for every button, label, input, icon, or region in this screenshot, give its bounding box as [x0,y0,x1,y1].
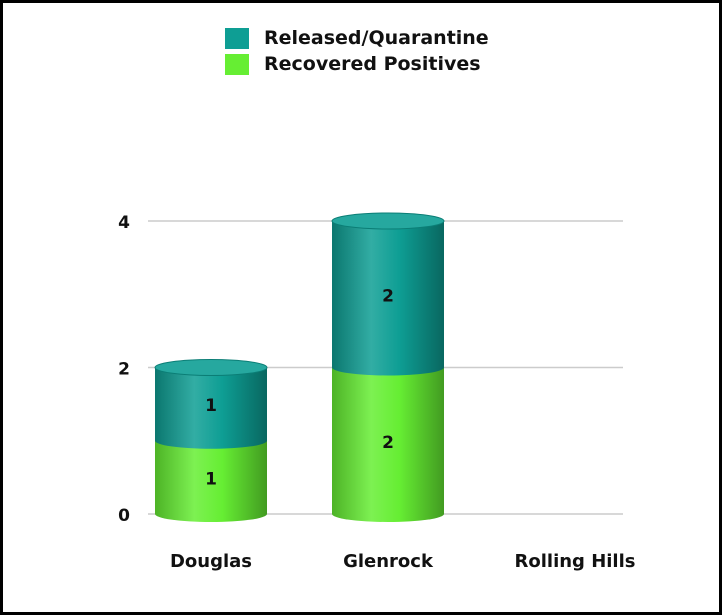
y-tick-label-4: 4 [118,213,130,233]
bar-douglas-released-quarantine [155,367,267,449]
x-tick-label-douglas: Douglas [170,551,252,572]
data-label-glenrock-recovered-positives: 2 [382,433,394,453]
bar-douglas-released-quarantine-top [154,359,268,376]
bar-douglas-recovered-positives [155,440,267,522]
legend-label-recovered-positives: Recovered Positives [264,53,481,75]
data-label-glenrock-released-quarantine: 2 [382,286,394,306]
legend-label-released-quarantine: Released/Quarantine [264,27,489,49]
legend-item-recovered-positives: Recovered Positives [225,51,489,77]
bar-glenrock-released-quarantine [332,221,444,376]
legend-swatch-released-quarantine [225,27,249,49]
legend-swatch-recovered-positives [225,53,249,75]
y-tick-label-2: 2 [118,360,130,380]
bar-glenrock-released-quarantine-top [331,212,445,230]
data-label-douglas-recovered-positives: 1 [205,469,217,489]
x-tick-label-rolling-hills: Rolling Hills [515,551,636,572]
chart-plot: 0 2 4 1 1 Douglas 2 2 Glenrock Rolling Hills [118,212,636,572]
legend-item-released-quarantine: Released/Quarantine [225,25,489,51]
bar-glenrock-recovered-positives [332,367,444,522]
x-tick-label-glenrock: Glenrock [343,551,434,572]
y-tick-label-0: 0 [118,506,130,526]
legend: Released/Quarantine Recovered Positives [225,25,489,77]
data-label-douglas-released-quarantine: 1 [205,396,217,416]
